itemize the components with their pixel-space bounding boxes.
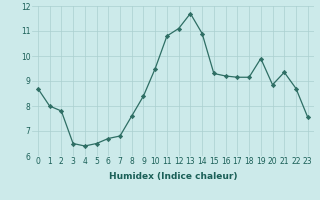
X-axis label: Humidex (Indice chaleur): Humidex (Indice chaleur): [108, 172, 237, 181]
